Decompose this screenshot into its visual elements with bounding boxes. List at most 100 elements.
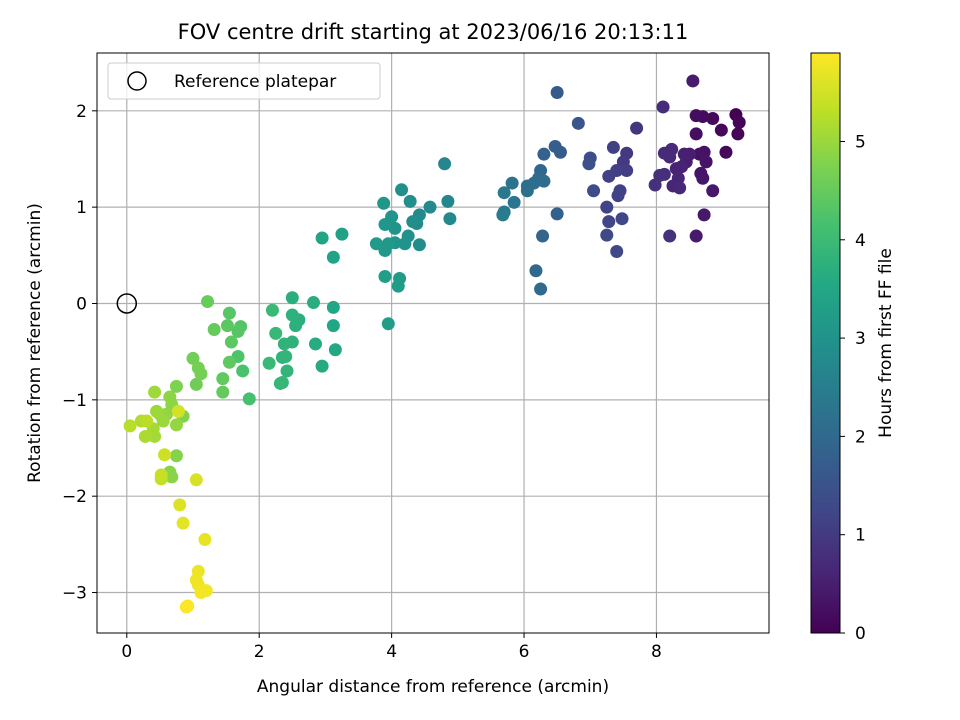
scatter-points <box>123 74 746 614</box>
x-tick-label: 8 <box>651 642 662 662</box>
colorbar-tick-label: 3 <box>855 329 866 349</box>
data-point <box>606 140 620 154</box>
data-point <box>140 414 154 428</box>
data-point <box>673 181 687 195</box>
data-point <box>719 145 733 159</box>
data-point <box>496 208 510 222</box>
data-point <box>443 212 457 226</box>
data-point <box>150 404 164 418</box>
data-point <box>686 74 700 88</box>
data-point <box>326 319 340 333</box>
data-point <box>657 146 671 160</box>
colorbar <box>810 52 841 634</box>
data-point <box>222 306 236 320</box>
data-point <box>398 237 412 251</box>
data-point <box>169 418 183 432</box>
data-point <box>173 498 187 512</box>
data-point <box>520 184 534 198</box>
data-point <box>391 279 405 293</box>
colorbar-tick-label: 0 <box>855 624 866 644</box>
x-tick-label: 6 <box>519 642 530 662</box>
data-point <box>169 379 183 393</box>
data-point <box>186 351 200 365</box>
data-point <box>505 176 519 190</box>
data-point <box>189 473 203 487</box>
data-point <box>138 429 152 443</box>
data-point <box>412 238 426 252</box>
data-point <box>550 86 564 100</box>
data-point <box>315 359 329 373</box>
data-point <box>216 372 230 386</box>
data-point <box>620 164 634 178</box>
data-point <box>648 178 662 192</box>
data-point <box>548 139 562 153</box>
legend: Reference platepar <box>107 62 381 100</box>
data-point <box>699 155 713 169</box>
data-point <box>497 186 511 200</box>
data-point <box>697 208 711 222</box>
data-point <box>189 377 203 391</box>
data-point <box>328 343 342 357</box>
data-point <box>156 414 170 428</box>
data-point <box>265 303 279 317</box>
data-point <box>600 200 614 214</box>
data-point <box>571 116 585 130</box>
data-point <box>656 100 670 114</box>
data-point <box>216 385 230 399</box>
data-point <box>550 207 564 221</box>
data-point <box>335 227 349 241</box>
y-tick-label: −3 <box>62 584 87 604</box>
data-point <box>423 200 437 214</box>
colorbar-ticks: 0 1 2 3 4 5 <box>840 132 866 644</box>
data-point <box>169 449 183 463</box>
legend-marker-icon <box>127 71 147 91</box>
data-point <box>315 231 329 245</box>
data-point <box>191 361 205 375</box>
data-point <box>377 196 391 210</box>
data-point <box>381 237 395 251</box>
data-point <box>306 296 320 310</box>
x-axis-label: Angular distance from reference (arcmin) <box>257 677 609 697</box>
data-point <box>600 228 614 242</box>
data-point <box>378 217 392 231</box>
data-point <box>663 229 677 243</box>
data-point <box>262 356 276 370</box>
legend-label: Reference platepar <box>174 72 336 92</box>
data-point <box>587 184 601 198</box>
data-point <box>236 364 250 378</box>
data-point <box>438 157 452 171</box>
data-point <box>630 121 644 135</box>
data-point <box>378 270 392 284</box>
data-point <box>176 516 190 530</box>
data-point <box>537 174 551 188</box>
reference-point <box>116 293 138 314</box>
data-point <box>669 162 683 176</box>
data-point <box>406 215 420 229</box>
data-point <box>242 392 256 406</box>
x-axis-ticks: 0 2 4 6 8 <box>121 633 662 662</box>
data-point <box>696 171 710 185</box>
data-point <box>289 319 303 333</box>
data-point <box>326 250 340 264</box>
data-point <box>602 169 616 183</box>
data-point <box>441 194 455 208</box>
data-point <box>536 229 550 243</box>
data-point <box>602 215 616 229</box>
data-point <box>689 109 703 123</box>
colorbar-tick-label: 4 <box>855 231 866 251</box>
y-tick-label: 0 <box>76 294 87 314</box>
data-point <box>706 112 720 126</box>
data-point <box>207 323 221 337</box>
colorbar-tick-label: 1 <box>855 526 866 546</box>
data-point <box>689 127 703 141</box>
plot-area <box>97 53 769 633</box>
data-point <box>529 264 543 278</box>
reference-marker <box>116 293 138 314</box>
data-point <box>222 355 236 369</box>
chart-title: FOV centre drift starting at 2023/06/16 … <box>178 20 689 44</box>
data-point <box>615 212 629 226</box>
x-tick-label: 4 <box>386 642 397 662</box>
data-point <box>158 448 172 462</box>
x-tick-label: 2 <box>254 642 265 662</box>
